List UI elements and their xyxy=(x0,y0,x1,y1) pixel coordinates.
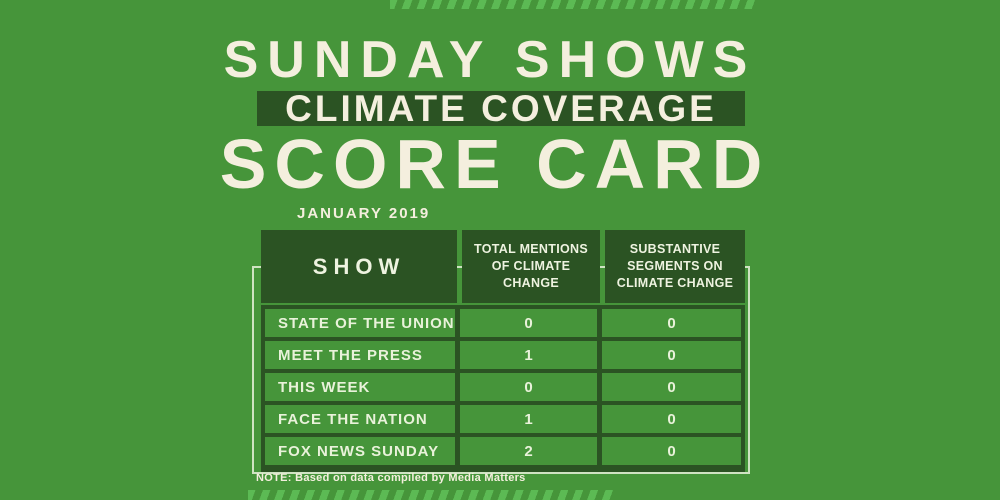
show-name-cell: FACE THE NATION xyxy=(265,405,455,433)
stripe-decoration-bottom xyxy=(248,490,616,500)
segments-cell: 0 xyxy=(602,373,741,401)
mentions-cell: 1 xyxy=(460,341,597,369)
mentions-cell: 2 xyxy=(460,437,597,465)
table-body: STATE OF THE UNION 0 0 MEET THE PRESS 1 … xyxy=(261,305,745,472)
title-line-sunday-shows: SUNDAY SHOWS xyxy=(223,31,757,89)
column-header-substantive-segments: SUBSTANTIVE SEGMENTS ON CLIMATE CHANGE xyxy=(605,230,745,303)
mentions-cell: 1 xyxy=(460,405,597,433)
period-label: JANUARY 2019 xyxy=(297,205,431,222)
column-header-show: SHOW xyxy=(261,230,457,303)
mentions-cell: 0 xyxy=(460,309,597,337)
table-row: MEET THE PRESS 1 0 xyxy=(265,341,741,369)
segments-cell: 0 xyxy=(602,341,741,369)
show-name-cell: STATE OF THE UNION xyxy=(265,309,455,337)
title-line-climate-coverage: CLIMATE COVERAGE xyxy=(285,88,717,129)
table-row: THIS WEEK 0 0 xyxy=(265,373,741,401)
table-row: FACE THE NATION 1 0 xyxy=(265,405,741,433)
segments-cell: 0 xyxy=(602,405,741,433)
title-highlight-band: CLIMATE COVERAGE xyxy=(257,88,745,129)
table-header-row: SHOW TOTAL MENTIONS OF CLIMATE CHANGE SU… xyxy=(261,230,745,303)
source-note: NOTE: Based on data compiled by Media Ma… xyxy=(256,472,526,484)
segments-cell: 0 xyxy=(602,437,741,465)
show-name-cell: THIS WEEK xyxy=(265,373,455,401)
show-name-cell: MEET THE PRESS xyxy=(265,341,455,369)
table-row: STATE OF THE UNION 0 0 xyxy=(265,309,741,337)
mentions-cell: 0 xyxy=(460,373,597,401)
stripe-decoration-top xyxy=(390,0,756,9)
column-header-total-mentions: TOTAL MENTIONS OF CLIMATE CHANGE xyxy=(462,230,600,303)
table-row: FOX NEWS SUNDAY 2 0 xyxy=(265,437,741,465)
segments-cell: 0 xyxy=(602,309,741,337)
title-line-score-card: SCORE CARD xyxy=(219,125,771,203)
show-name-cell: FOX NEWS SUNDAY xyxy=(265,437,455,465)
